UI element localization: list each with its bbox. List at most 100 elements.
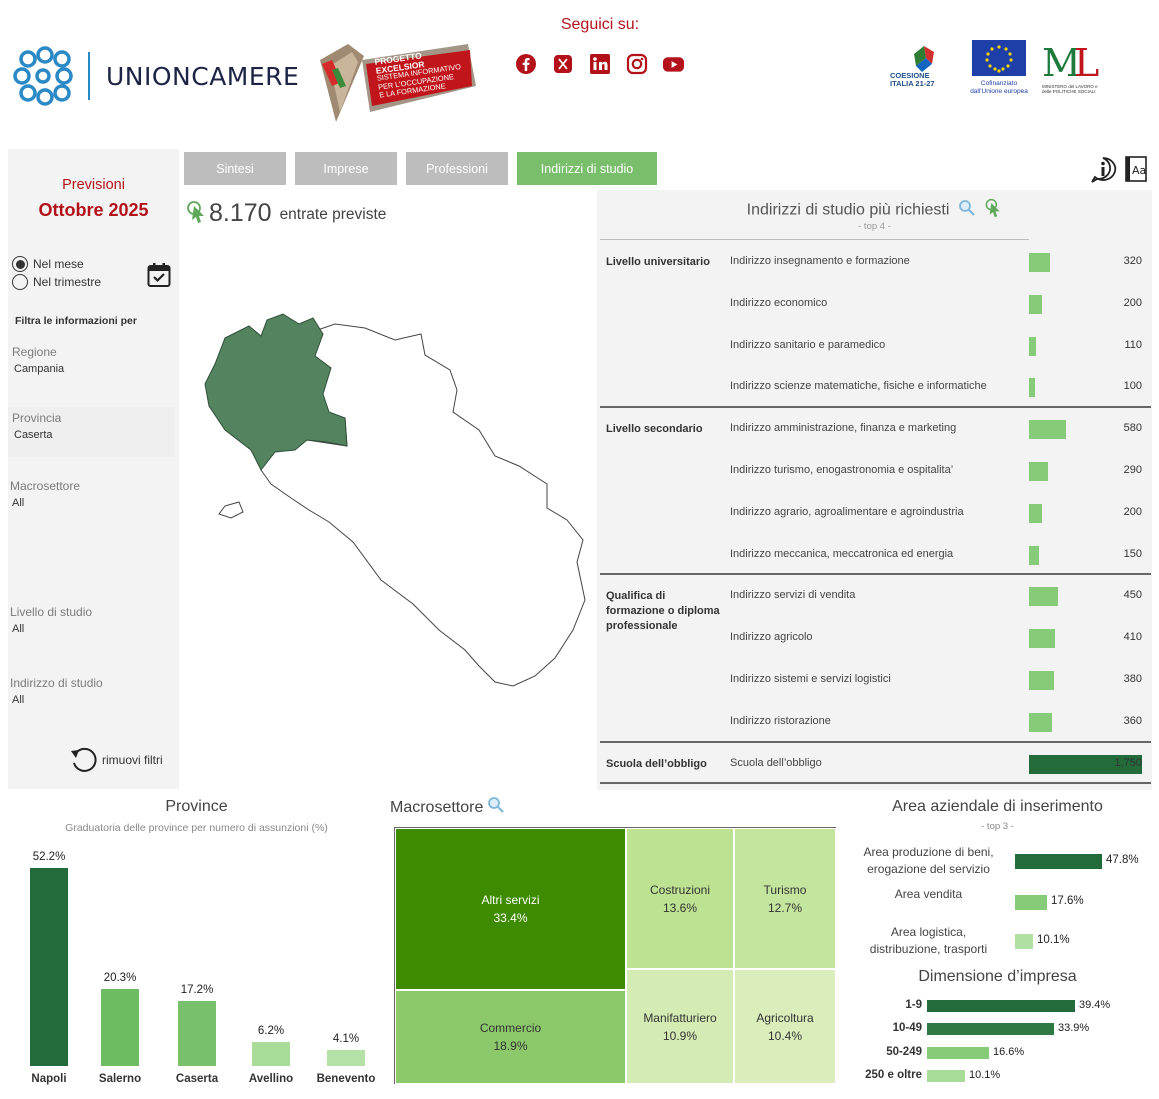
coesione-logo[interactable]: COESIONE ITALIA 21-27 bbox=[886, 40, 958, 98]
area-bar[interactable] bbox=[1015, 895, 1047, 910]
studio-bar bbox=[1029, 462, 1048, 481]
studio-row[interactable]: Indirizzo servizi di vendita 450 bbox=[597, 575, 1152, 615]
province-bar[interactable] bbox=[30, 868, 68, 1066]
linkedin-icon[interactable] bbox=[588, 52, 611, 75]
social-label: Seguici su: bbox=[560, 16, 640, 33]
studio-group-label: Livello secondario bbox=[606, 423, 703, 436]
dimensione-bar[interactable] bbox=[927, 1047, 989, 1059]
indirizzi-table: Indirizzi di studio più richiesti - top … bbox=[597, 190, 1152, 790]
filter-macrosettore[interactable]: Macrosettore All bbox=[10, 479, 181, 529]
instagram-icon[interactable] bbox=[625, 52, 648, 75]
studio-group-separator bbox=[600, 782, 1151, 785]
brand-name: UNIONCAMERE bbox=[106, 61, 300, 91]
studio-row[interactable]: Indirizzo agrario, agroalimentare e agro… bbox=[597, 492, 1152, 532]
cursor-click-icon[interactable] bbox=[984, 198, 1002, 223]
treemap-cell[interactable]: Altri servizi 33.4% bbox=[395, 828, 626, 990]
dimensione-value: 39.4% bbox=[1079, 999, 1111, 1011]
treemap-cell[interactable]: Costruzioni 13.6% bbox=[626, 828, 734, 969]
radio-label: Nel trimestre bbox=[33, 275, 102, 289]
treemap-cell[interactable]: Agricoltura 10.4% bbox=[734, 969, 836, 1084]
studio-row-label: Indirizzo servizi di vendita bbox=[730, 589, 856, 602]
studio-row[interactable]: Indirizzo amministrazione, finanza e mar… bbox=[597, 408, 1152, 448]
studio-value: 290 bbox=[1123, 464, 1142, 476]
province-bar[interactable] bbox=[252, 1042, 290, 1066]
province-bar[interactable] bbox=[178, 1001, 216, 1066]
filter-livello[interactable]: Livello di studio All bbox=[10, 605, 181, 655]
radio-nel-mese[interactable]: Nel mese bbox=[12, 255, 183, 273]
area-bar[interactable] bbox=[1015, 854, 1102, 869]
treemap-cell[interactable]: Manifatturiero 10.9% bbox=[626, 969, 734, 1084]
calendar-icon[interactable] bbox=[147, 262, 171, 293]
search-icon[interactable] bbox=[487, 796, 505, 819]
province-bar[interactable] bbox=[101, 989, 139, 1066]
unioncamere-logo[interactable]: UNIONCAMERE bbox=[12, 42, 312, 110]
map-region-caserta bbox=[204, 313, 348, 471]
tab-professioni[interactable]: Professioni bbox=[406, 152, 508, 185]
studio-row-label: Indirizzo agricolo bbox=[730, 631, 813, 644]
studio-row[interactable]: Indirizzo meccanica, meccatronica ed ene… bbox=[597, 534, 1152, 574]
filter-provincia[interactable]: Provincia Caserta bbox=[8, 407, 174, 457]
studio-row-label: Indirizzo turismo, enogastronomia e ospi… bbox=[730, 464, 954, 476]
treemap-cell[interactable]: Turismo 12.7% bbox=[734, 828, 836, 969]
tab-imprese[interactable]: Imprese bbox=[295, 152, 397, 185]
tab-indirizzi-di-studio[interactable]: Indirizzi di studio bbox=[517, 152, 657, 185]
studio-row-label: Indirizzo meccanica, meccatronica ed ene… bbox=[730, 547, 954, 560]
unioncamere-icon bbox=[13, 46, 73, 106]
partner-logos: COESIONE ITALIA 21-27 Cofinanziato dall'… bbox=[886, 40, 1104, 98]
radio-nel-trimestre[interactable]: Nel trimestre bbox=[12, 273, 183, 291]
info-icon[interactable] bbox=[1089, 156, 1117, 189]
dimensione-bar[interactable] bbox=[927, 1000, 1075, 1012]
studio-row[interactable]: Indirizzo sistemi e servizi logistici 380 bbox=[597, 659, 1152, 699]
studio-value: 1,750 bbox=[1114, 756, 1142, 769]
treemap-cell[interactable]: Commercio 18.9% bbox=[395, 990, 626, 1084]
studio-row[interactable]: Indirizzo agricolo 410 bbox=[597, 617, 1152, 657]
dimensione-label: 10-49 bbox=[892, 1022, 922, 1034]
area-row-label: Area vendita bbox=[850, 886, 1007, 903]
facebook-icon[interactable] bbox=[514, 52, 537, 75]
search-icon[interactable] bbox=[958, 199, 976, 222]
studio-bar bbox=[1029, 587, 1058, 607]
dimensione-label: 250 e oltre bbox=[865, 1069, 922, 1081]
filter-indirizzo[interactable]: Indirizzo di studio All bbox=[10, 676, 181, 726]
tab-sintesi[interactable]: Sintesi bbox=[184, 152, 286, 185]
filter-label: Indirizzo di studio bbox=[10, 676, 103, 690]
eu-logo[interactable]: Cofinanziato dall'Unione europea bbox=[970, 40, 1028, 98]
area-value: 47.8% bbox=[1106, 854, 1139, 866]
campania-map[interactable] bbox=[195, 300, 595, 705]
province-chart: 52.2% Napoli 20.3% Salerno 17.2% Caserta 6.2% A… bbox=[10, 845, 385, 1090]
studio-row-label: Indirizzo sanitario e paramedico bbox=[730, 338, 886, 351]
province-bar[interactable] bbox=[327, 1050, 365, 1066]
studio-group-separator bbox=[600, 573, 1151, 576]
dimensione-title: Dimensione d’impresa bbox=[918, 968, 1077, 985]
studio-group-label: Livello universitario bbox=[606, 256, 710, 268]
glossary-icon[interactable]: Aa bbox=[1124, 155, 1148, 188]
studio-row[interactable]: Indirizzo turismo, enogastronomia e ospi… bbox=[597, 450, 1152, 490]
province-name-label: Benevento bbox=[316, 1073, 376, 1085]
youtube-icon[interactable] bbox=[662, 52, 685, 75]
treemap-cell-name: Altri servizi bbox=[481, 893, 540, 907]
studio-row[interactable]: Indirizzo sanitario e paramedico 110 bbox=[597, 325, 1152, 365]
studio-row[interactable]: Scuola dell’obbligo 1,750 bbox=[597, 743, 1152, 783]
studio-row[interactable]: Indirizzo scienze matematiche, fisiche e… bbox=[597, 366, 1152, 406]
dimensione-header: Dimensione d’impresa bbox=[850, 968, 1145, 986]
reset-filters-button[interactable]: rimuovi filtri bbox=[68, 746, 163, 774]
studio-group-separator bbox=[600, 740, 1151, 743]
province-value-label: 52.2% bbox=[32, 851, 66, 863]
dimensione-bar[interactable] bbox=[927, 1070, 965, 1082]
area-bar[interactable] bbox=[1015, 934, 1033, 949]
social-icons bbox=[514, 52, 685, 75]
excelsior-logo[interactable]: PROGETTO EXCELSIOR SISTEMA INFORMATIVO P… bbox=[318, 42, 478, 124]
studio-row[interactable]: Indirizzo ristorazione 360 bbox=[597, 701, 1152, 741]
filter-label: Regione bbox=[12, 345, 57, 359]
dimensione-bar[interactable] bbox=[927, 1023, 1054, 1035]
ministero-logo[interactable]: M L MINISTERO del LAVORO e delle POLITIC… bbox=[1040, 40, 1104, 98]
studio-row[interactable]: Indirizzo economico 200 bbox=[597, 283, 1152, 323]
filter-value: All bbox=[12, 497, 25, 509]
studio-row[interactable]: Indirizzo insegnamento e formazione 320 bbox=[597, 241, 1152, 281]
treemap-cell-value: 12.7% bbox=[767, 900, 803, 915]
period-label: Ottobre 2025 bbox=[38, 200, 149, 220]
filter-regione[interactable]: Regione Campania bbox=[12, 345, 183, 391]
x-icon[interactable] bbox=[551, 52, 574, 75]
studio-value: 380 bbox=[1123, 673, 1142, 685]
cursor-click-icon bbox=[187, 201, 204, 223]
